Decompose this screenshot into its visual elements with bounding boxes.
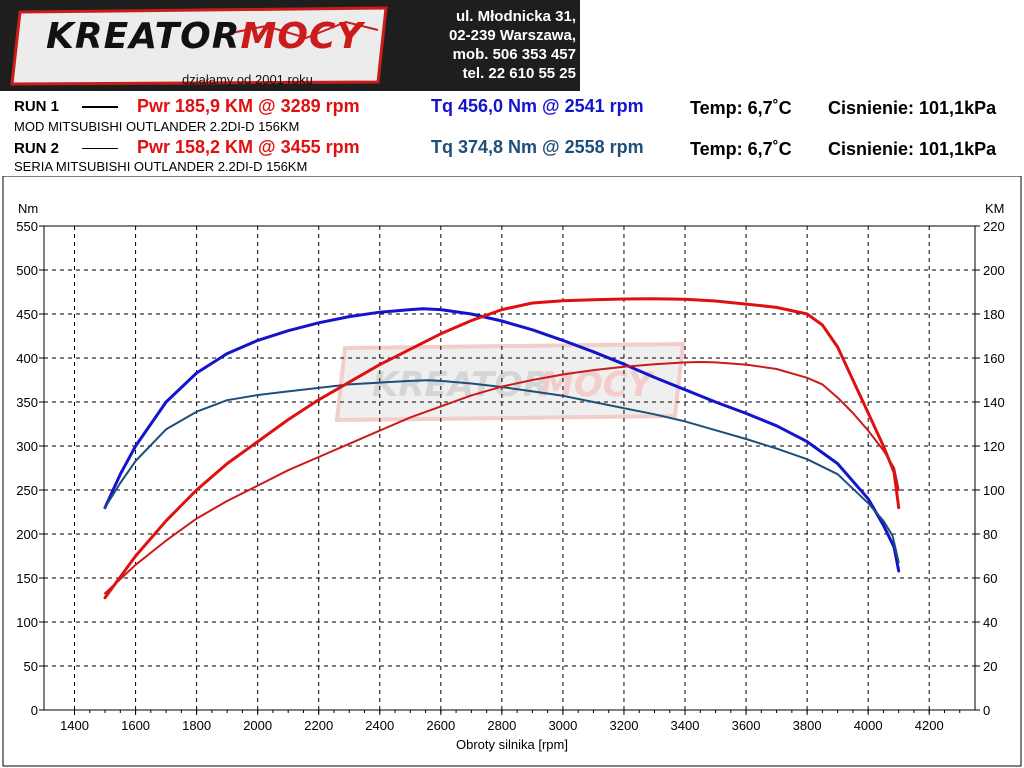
y-left-tick-label: 450 bbox=[16, 307, 38, 322]
series-line-pwr2 bbox=[104, 361, 900, 595]
contact-city: 02-239 Warszawa, bbox=[448, 27, 576, 44]
y-right-tick-label: 140 bbox=[983, 395, 1005, 410]
y-left-tick-label: 250 bbox=[16, 483, 38, 498]
y-right-tick-label: 0 bbox=[983, 703, 990, 718]
x-tick-label: 3400 bbox=[671, 718, 700, 733]
run-1-power: Pwr 185,9 KM @ 3289 rpm bbox=[137, 96, 360, 116]
y-left-tick-label: 100 bbox=[16, 615, 38, 630]
y-right-tick-label: 160 bbox=[983, 351, 1005, 366]
y-right-tick-label: 220 bbox=[983, 219, 1005, 234]
y-right-tick-label: 80 bbox=[983, 527, 997, 542]
y-right-tick-label: 100 bbox=[983, 483, 1005, 498]
plot-area-border bbox=[43, 225, 976, 711]
y-right-tick-label: 200 bbox=[983, 263, 1005, 278]
y-right-tick-label: 120 bbox=[983, 439, 1005, 454]
contact-phone: tel. 22 610 55 25 bbox=[462, 65, 576, 82]
y-right-tick-label: 40 bbox=[983, 615, 997, 630]
run-2-line-swatch bbox=[82, 148, 118, 149]
chart-frame bbox=[2, 176, 1022, 767]
header-banner: KREATORMOCY działamy od 2001 roku ul. Mł… bbox=[0, 0, 580, 91]
run-1-temperature: Temp: 6,7˚C bbox=[690, 98, 792, 118]
x-tick-label: 1400 bbox=[60, 718, 89, 733]
run-2-pressure: Cisnienie: 101,1kPa bbox=[828, 139, 997, 159]
x-tick-label: 2600 bbox=[426, 718, 455, 733]
x-tick-label: 1800 bbox=[182, 718, 211, 733]
y-left-tick-label: 0 bbox=[31, 703, 38, 718]
y-left-tick-label: 200 bbox=[16, 527, 38, 542]
x-tick-label: 3600 bbox=[732, 718, 761, 733]
x-tick-label: 2000 bbox=[243, 718, 272, 733]
logo-wordmark: KREATORMOCY bbox=[46, 16, 363, 57]
run-2-power: Pwr 158,2 KM @ 3455 rpm bbox=[137, 137, 360, 157]
logo: KREATORMOCY działamy od 2001 roku bbox=[6, 4, 392, 87]
run-1-pressure: Cisnienie: 101,1kPa bbox=[828, 98, 997, 118]
watermark-logo: KREATOR MOCY bbox=[334, 341, 686, 423]
x-tick-label: 4200 bbox=[915, 718, 944, 733]
logo-tagline: działamy od 2001 roku bbox=[182, 72, 313, 87]
y-axis-right-label: KM bbox=[985, 201, 1005, 216]
dyno-chart: KREATOR MOCY Nm KM Obroty silnika [rpm] … bbox=[0, 176, 1024, 768]
series-line-tq1 bbox=[103, 307, 901, 573]
x-tick-label: 2800 bbox=[487, 718, 516, 733]
y-axis-left-label: Nm bbox=[18, 201, 38, 216]
dyno-chart-svg: KREATOR MOCY Nm KM Obroty silnika [rpm] … bbox=[2, 176, 1022, 767]
chart-series bbox=[103, 297, 901, 600]
y-left-tick-label: 500 bbox=[16, 263, 38, 278]
y-left-tick-label: 300 bbox=[16, 439, 38, 454]
run-1-label: RUN 1 bbox=[14, 98, 60, 115]
contact-address: ul. Młodnicka 31, bbox=[455, 8, 576, 25]
logo-background bbox=[10, 6, 388, 86]
x-tick-label: 3000 bbox=[548, 718, 577, 733]
chart-axes: Nm KM Obroty silnika [rpm] 0501001502002… bbox=[16, 201, 1004, 752]
run-2-torque: Tq 374,8 Nm @ 2558 rpm bbox=[431, 137, 644, 157]
x-tick-label: 2400 bbox=[365, 718, 394, 733]
x-tick-label: 2200 bbox=[304, 718, 333, 733]
logo-wordmark-main: KREATOR bbox=[46, 16, 241, 57]
x-tick-label: 1600 bbox=[121, 718, 150, 733]
contact-mobile: mob. 506 353 457 bbox=[452, 46, 576, 63]
y-left-tick-label: 550 bbox=[16, 219, 38, 234]
series-line-pwr1 bbox=[103, 297, 901, 600]
run-1-torque: Tq 456,0 Nm @ 2541 rpm bbox=[431, 96, 644, 116]
y-right-tick-label: 180 bbox=[983, 307, 1005, 322]
run-2-temperature: Temp: 6,7˚C bbox=[690, 139, 792, 159]
y-right-tick-label: 20 bbox=[983, 659, 997, 674]
x-tick-label: 3800 bbox=[793, 718, 822, 733]
y-left-tick-label: 50 bbox=[24, 659, 38, 674]
y-right-tick-label: 60 bbox=[983, 571, 997, 586]
x-tick-label: 4000 bbox=[854, 718, 883, 733]
watermark-text-accent: MOCY bbox=[540, 365, 656, 405]
run-2-description: SERIA MITSUBISHI OUTLANDER 2.2DI-D 156KM bbox=[14, 159, 308, 174]
logo-wordmark-accent: MOCY bbox=[240, 16, 364, 57]
x-tick-label: 3200 bbox=[610, 718, 639, 733]
run-2-label: RUN 2 bbox=[14, 140, 60, 157]
run-1-line-swatch bbox=[82, 106, 118, 108]
chart-grid bbox=[43, 225, 976, 711]
contact-block: ul. Młodnicka 31, 02-239 Warszawa, mob. … bbox=[398, 7, 576, 83]
x-axis-label: Obroty silnika [rpm] bbox=[456, 737, 568, 752]
y-left-tick-label: 350 bbox=[16, 395, 38, 410]
y-left-tick-label: 400 bbox=[16, 351, 38, 366]
run-1-description: MOD MITSUBISHI OUTLANDER 2.2DI-D 156KM bbox=[14, 119, 300, 134]
y-left-tick-label: 150 bbox=[16, 571, 38, 586]
